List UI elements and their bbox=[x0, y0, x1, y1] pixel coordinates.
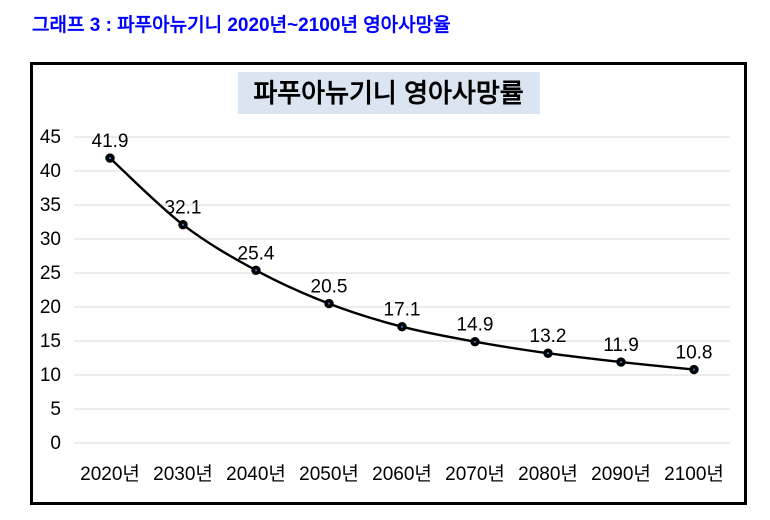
y-tick-label: 40 bbox=[40, 161, 61, 182]
x-tick-label: 2060년 bbox=[372, 463, 432, 485]
data-point-label: 41.9 bbox=[92, 131, 129, 152]
x-tick-label: 2090년 bbox=[591, 463, 651, 485]
data-point-marker-center bbox=[400, 325, 404, 328]
data-point-marker-center bbox=[546, 352, 550, 355]
x-tick-label: 2020년 bbox=[80, 463, 140, 485]
data-point-marker-center bbox=[108, 156, 112, 160]
data-point-label: 25.4 bbox=[238, 243, 275, 264]
x-tick-label: 2050년 bbox=[299, 463, 359, 485]
data-point-label: 20.5 bbox=[311, 277, 348, 298]
data-point-label: 17.1 bbox=[384, 300, 421, 321]
chart-plot: 0 5 10 15 20 25 30 35 40 45 2020년 2030년 2040년 2050년 20… bbox=[40, 127, 730, 485]
chart-title: 파푸아뉴기니 영아사망률 bbox=[237, 72, 540, 114]
data-point-label: 32.1 bbox=[165, 198, 202, 219]
x-tick-label: 2100년 bbox=[664, 463, 724, 485]
chart-container: 0 5 10 15 20 25 30 35 40 45 2020년 2030년 2040년 2050년 20… bbox=[30, 62, 747, 505]
x-tick-label: 2080년 bbox=[518, 463, 578, 485]
y-tick-label: 35 bbox=[40, 195, 61, 216]
data-point-marker-center bbox=[619, 360, 623, 364]
x-tick-label: 2040년 bbox=[226, 463, 286, 485]
y-tick-label: 15 bbox=[40, 331, 61, 352]
x-tick-label: 2070년 bbox=[445, 463, 505, 485]
data-point-label: 13.2 bbox=[530, 326, 567, 347]
y-tick-label: 45 bbox=[40, 127, 61, 148]
y-tick-label: 5 bbox=[50, 399, 61, 420]
data-point-marker-center bbox=[327, 302, 331, 305]
y-tick-label: 30 bbox=[40, 229, 61, 250]
y-tick-label: 0 bbox=[50, 433, 61, 454]
data-point-marker-center bbox=[473, 340, 477, 343]
y-tick-label: 20 bbox=[40, 297, 61, 318]
x-tick-label: 2030년 bbox=[153, 463, 213, 485]
data-point-label: 14.9 bbox=[457, 315, 494, 336]
data-point-marker-center bbox=[254, 269, 258, 272]
page-title: 그래프 3 : 파푸아뉴기니 2020년~2100년 영아사망율 bbox=[32, 15, 451, 36]
y-tick-label: 10 bbox=[40, 365, 61, 386]
y-tick-label: 25 bbox=[40, 263, 61, 284]
data-point-label: 11.9 bbox=[603, 335, 639, 356]
data-point-label: 10.8 bbox=[676, 343, 713, 364]
data-point-marker-center bbox=[692, 368, 696, 371]
data-point-marker-center bbox=[181, 223, 185, 226]
